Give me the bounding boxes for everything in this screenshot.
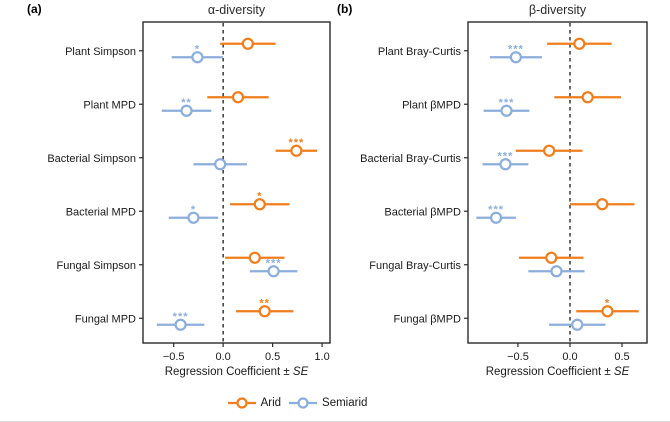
- point-semiarid: [571, 318, 584, 331]
- point-arid: [573, 37, 586, 50]
- category-label: Fungal Simpson: [57, 260, 137, 272]
- plot-border: [142, 21, 331, 344]
- point-arid: [543, 144, 556, 157]
- legend-label: Arid: [260, 397, 282, 409]
- point-arid: [253, 198, 266, 211]
- point-semiarid: [267, 265, 280, 278]
- point-semiarid: [174, 318, 187, 331]
- point-semiarid: [214, 158, 227, 171]
- legend-key-icon-arid: [227, 397, 256, 409]
- significance-stars: *: [195, 43, 200, 55]
- legend-key-icon-semiarid: [289, 397, 318, 409]
- point-arid: [290, 144, 303, 157]
- panel-a: (a) α-diversity Plant Simpson * Plant MPD *…: [0, 0, 335, 392]
- significance-stars: *: [257, 190, 262, 202]
- panel-b-plot: Plant Bray-Curtis *** Plant βMPD *** Bacteri…: [360, 21, 648, 378]
- point-semiarid: [550, 265, 563, 278]
- point-semiarid: [509, 51, 522, 64]
- significance-stars: ***: [173, 311, 189, 323]
- point-semiarid: [489, 211, 503, 224]
- x-tick-label: 0.0: [215, 351, 230, 363]
- significance-stars: ***: [498, 150, 514, 162]
- point-arid: [258, 305, 271, 318]
- point-arid: [581, 91, 594, 104]
- point-semiarid: [499, 158, 512, 171]
- x-tick-label: 0.5: [265, 351, 280, 363]
- x-tick-label: −0.5: [163, 351, 185, 363]
- x-axis-title: Regression Coefficient ± SE: [165, 366, 309, 378]
- point-semiarid: [180, 104, 193, 117]
- point-semiarid: [191, 51, 204, 64]
- x-tick-label: 0.0: [562, 351, 577, 363]
- point-arid: [601, 305, 614, 318]
- legend-item-arid: Arid: [227, 396, 281, 410]
- x-tick-label: 0.5: [614, 351, 629, 363]
- category-label: Bacterial Bray-Curtis: [360, 153, 461, 165]
- category-label: Bacterial MPD: [66, 206, 136, 218]
- x-tick-label: 1.0: [314, 351, 329, 363]
- significance-stars: *: [605, 297, 610, 309]
- panel-b-title: β-diversity: [528, 3, 587, 17]
- category-label: Bacterial Simpson: [47, 153, 136, 165]
- significance-stars: ***: [508, 43, 524, 55]
- point-arid: [231, 91, 245, 104]
- point-semiarid: [187, 211, 200, 224]
- legend-label: Semiarid: [322, 397, 368, 409]
- point-semiarid: [500, 104, 513, 117]
- category-label: Plant Simpson: [65, 46, 136, 58]
- significance-stars: ***: [488, 204, 504, 216]
- category-label: Fungal βMPD: [394, 313, 462, 325]
- legend: Arid Semiarid: [0, 392, 594, 414]
- point-arid: [248, 251, 261, 264]
- panel-b-label: (b): [337, 2, 353, 16]
- point-arid: [545, 251, 558, 264]
- category-label: Plant βMPD: [402, 99, 461, 111]
- category-label: Bacterial βMPD: [384, 206, 461, 218]
- panel-a-title: α-diversity: [207, 3, 266, 17]
- category-label: Fungal Bray-Curtis: [369, 260, 461, 272]
- panel-a-plot: Plant Simpson *Plant MPD **Bacterial Simps…: [47, 21, 331, 378]
- plot-border: [467, 21, 648, 344]
- x-axis-title: Regression Coefficient ± SE: [486, 366, 630, 378]
- legend-item-semiarid: Semiarid: [288, 396, 367, 410]
- panel-b: (b) β-diversity Plant Bray-Curtis *** Plan…: [335, 0, 670, 392]
- category-label: Fungal MPD: [75, 313, 136, 325]
- significance-stars: ***: [266, 257, 282, 269]
- category-label: Plant MPD: [83, 99, 136, 111]
- point-arid: [596, 198, 609, 211]
- panel-a-label: (a): [27, 2, 42, 16]
- significance-stars: **: [181, 97, 192, 109]
- significance-stars: ***: [499, 97, 515, 109]
- x-tick-label: −0.5: [507, 351, 529, 363]
- significance-stars: **: [259, 297, 270, 309]
- category-label: Plant Bray-Curtis: [378, 46, 462, 58]
- point-arid: [241, 37, 254, 50]
- significance-stars: *: [191, 204, 196, 216]
- significance-stars: ***: [288, 137, 304, 149]
